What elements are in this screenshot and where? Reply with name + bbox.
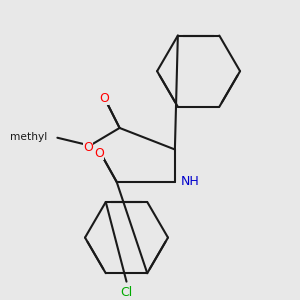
- Text: O: O: [94, 147, 104, 160]
- Text: methyl: methyl: [10, 132, 47, 142]
- Text: O: O: [99, 92, 109, 105]
- Text: NH: NH: [181, 175, 200, 188]
- Text: Cl: Cl: [120, 286, 133, 299]
- Text: O: O: [83, 141, 93, 154]
